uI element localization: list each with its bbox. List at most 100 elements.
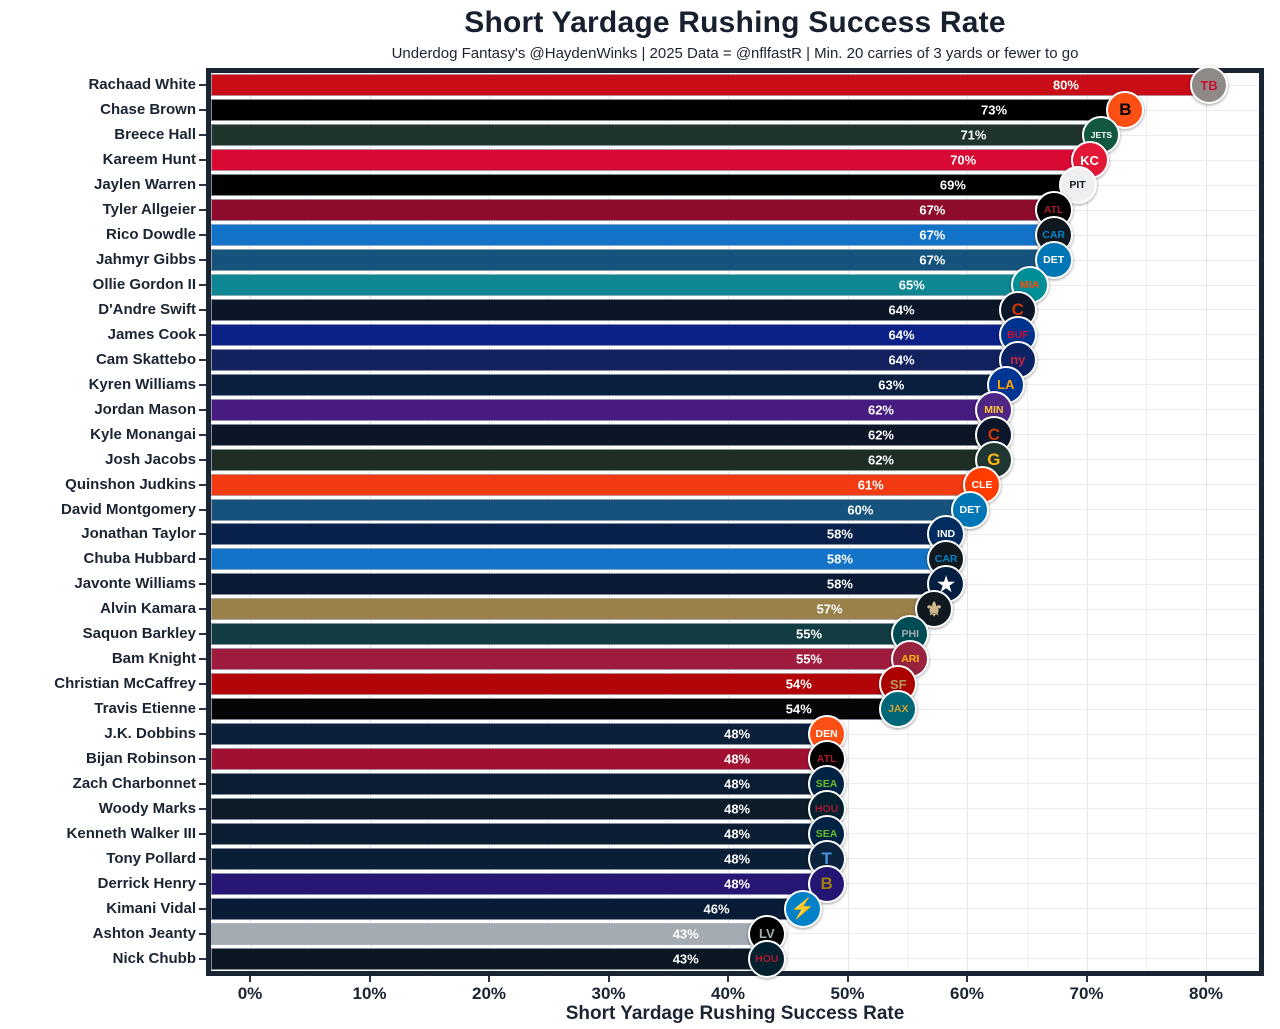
x-tick-mark (1085, 976, 1088, 982)
bar-value-label: 70% (950, 152, 977, 168)
player-label: Kimani Vidal (106, 899, 196, 917)
player-label: Jahmyr Gibbs (95, 251, 196, 269)
bar-javonte-williams: 58% (211, 573, 944, 596)
player-label: Chase Brown (100, 101, 196, 119)
bar-value-label: 62% (867, 452, 894, 468)
gridline-vertical (787, 73, 789, 971)
y-tick-mark (199, 259, 206, 262)
x-tick-label: 70% (1069, 984, 1104, 1003)
player-label: James Cook (107, 325, 196, 343)
y-tick-mark (199, 807, 206, 810)
y-tick-mark (199, 683, 206, 686)
gridline-vertical (1026, 73, 1028, 971)
y-tick-mark (199, 458, 206, 461)
bar-rico-dowdle: 67% (211, 224, 1051, 247)
player-label: Rachaad White (88, 76, 196, 94)
x-tick-mark (368, 976, 371, 982)
y-tick-mark (199, 84, 206, 87)
x-tick-mark (607, 976, 610, 982)
bar-value-label: 67% (919, 252, 946, 268)
gridline-vertical (1086, 73, 1088, 971)
bar-ashton-jeanty: 43% (211, 922, 764, 945)
y-tick-mark (199, 234, 206, 237)
player-label: Cam Skattebo (95, 350, 196, 368)
player-label: Breece Hall (114, 126, 196, 144)
bar-kareem-hunt: 70% (211, 149, 1087, 172)
bar-value-label: 62% (867, 427, 894, 443)
x-tick-label: 80% (1188, 984, 1224, 1003)
player-label: Saquon Barkley (82, 625, 196, 643)
player-label: Jordan Mason (94, 400, 196, 418)
y-tick-mark (199, 408, 206, 411)
player-label: Ashton Jeanty (92, 924, 196, 942)
x-tick-mark (1205, 976, 1207, 982)
bar-value-label: 48% (724, 826, 751, 842)
player-label: Bam Knight (111, 650, 196, 668)
bar-value-label: 61% (857, 477, 884, 493)
bar-value-label: 64% (888, 352, 915, 368)
bar-rachaad-white: 80% (211, 74, 1206, 97)
team-logo-houston-texans-icon: HOU (747, 939, 786, 978)
bar-value-label: 64% (888, 302, 915, 318)
x-tick-mark (846, 976, 849, 982)
y-tick-mark (199, 383, 206, 386)
plot-area: 80% TB 73% B 71% JETS 70% KC 69% PIT 67% ATL 67% CAR 6… (206, 66, 1264, 978)
bar-tyler-allgeier: 67% (211, 199, 1051, 222)
player-label: Zach Charbonnet (72, 774, 196, 792)
bar-nick-chubb: 43% (211, 947, 764, 970)
player-label: David Montgomery (60, 500, 196, 518)
y-tick-mark (199, 284, 206, 287)
bar-zach-charbonnet: 48% (211, 772, 824, 795)
player-label: Ollie Gordon II (92, 276, 196, 294)
y-tick-mark (199, 832, 206, 835)
y-tick-mark (199, 533, 206, 536)
bar-ollie-gordon-ii: 65% (211, 274, 1027, 297)
bar-kimani-vidal: 46% (211, 897, 800, 920)
bar-kenneth-walker-iii: 48% (211, 822, 824, 845)
bar-value-label: 54% (785, 701, 812, 717)
x-tick-label: 40% (710, 984, 746, 1003)
bar-value-label: 63% (878, 377, 905, 393)
bar-chuba-hubbard: 58% (211, 548, 944, 571)
gridline-vertical (1206, 73, 1207, 971)
bar-value-label: 73% (981, 102, 1008, 118)
bar-jonathan-taylor: 58% (211, 523, 944, 546)
gridline-vertical (668, 73, 670, 971)
x-tick-label: 0% (237, 984, 263, 1003)
player-label: Kareem Hunt (102, 151, 196, 169)
player-label: Chuba Hubbard (83, 550, 197, 568)
y-tick-mark (199, 757, 206, 760)
bar-value-label: 54% (785, 676, 812, 692)
bar-d-andre-swift: 64% (211, 298, 1015, 321)
y-tick-mark (199, 308, 206, 311)
player-label: Jonathan Taylor (81, 525, 196, 543)
x-tick-label: 20% (471, 984, 507, 1003)
gridline-vertical (1146, 73, 1148, 971)
player-label: Tony Pollard (106, 849, 196, 867)
player-label: Quinshon Judkins (65, 475, 196, 493)
bar-value-label: 46% (703, 901, 730, 917)
bar-chase-brown: 73% (211, 99, 1123, 122)
player-label: Kyren Williams (88, 375, 196, 393)
player-label: Jaylen Warren (94, 176, 196, 194)
y-tick-mark (199, 782, 206, 785)
player-label: Tyler Allgeier (102, 201, 196, 219)
player-label: Travis Etienne (94, 700, 196, 718)
bar-bijan-robinson: 48% (211, 747, 824, 770)
bar-kyren-williams: 63% (211, 373, 1003, 396)
team-logo-jacksonville-jaguars-icon: JAX (879, 690, 918, 729)
bar-value-label: 67% (919, 227, 946, 243)
bar-value-label: 71% (960, 127, 987, 143)
gridline-vertical (489, 73, 490, 971)
player-label: Christian McCaffrey (54, 675, 196, 693)
bar-tony-pollard: 48% (211, 847, 824, 870)
y-tick-mark (199, 882, 206, 885)
gridline-vertical (250, 73, 251, 971)
team-logo-tampa-bay-buccaneers-icon: TB (1190, 66, 1228, 105)
y-tick-mark (199, 483, 206, 486)
chart-subtitle: Underdog Fantasy's @HaydenWinks | 2025 D… (391, 45, 1079, 62)
bar-value-label: 55% (796, 626, 823, 642)
bar-value-label: 65% (898, 277, 925, 293)
y-tick-mark (199, 932, 206, 935)
